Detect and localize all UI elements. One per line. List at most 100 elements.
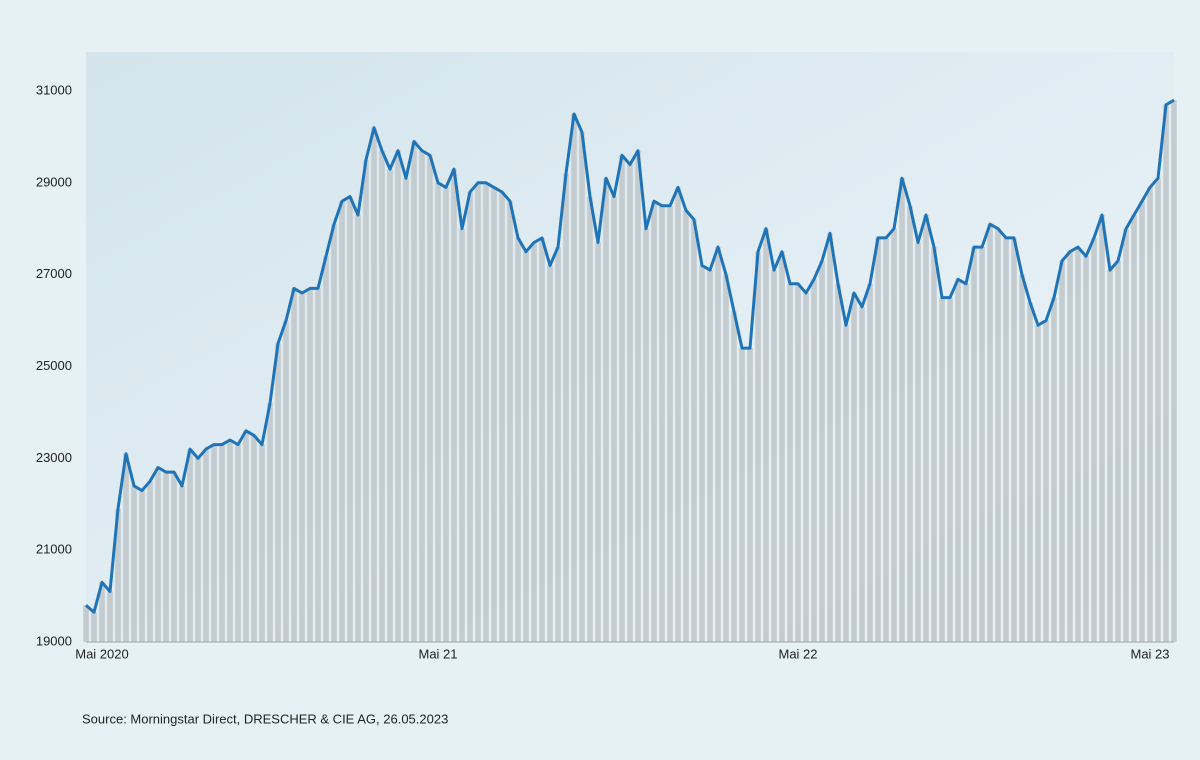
- bar: [347, 196, 353, 642]
- bar: [483, 182, 489, 643]
- x-tick-label: Mai 22: [778, 646, 817, 661]
- bar: [451, 169, 457, 642]
- bar: [179, 485, 185, 642]
- bar: [83, 605, 89, 642]
- bar: [211, 444, 217, 642]
- bar: [283, 320, 289, 642]
- bar: [739, 348, 745, 642]
- bar: [155, 467, 161, 642]
- bar: [659, 205, 665, 642]
- bar: [163, 472, 169, 642]
- bar: [1019, 274, 1025, 642]
- bar: [579, 132, 585, 642]
- bar: [1131, 214, 1137, 642]
- bar: [651, 201, 657, 642]
- bar: [291, 288, 297, 642]
- bar: [1067, 251, 1073, 643]
- bar: [99, 582, 105, 642]
- bar: [331, 224, 337, 643]
- bar: [595, 242, 601, 642]
- bar: [547, 265, 553, 642]
- bar: [835, 283, 841, 642]
- bar: [715, 247, 721, 642]
- bar: [843, 325, 849, 642]
- bar: [587, 196, 593, 642]
- bar: [1139, 201, 1145, 642]
- y-tick-label: 31000: [36, 82, 72, 97]
- bar: [683, 210, 689, 642]
- bar: [339, 201, 345, 642]
- bar: [899, 178, 905, 642]
- y-tick-label: 19000: [36, 633, 72, 648]
- bar: [675, 187, 681, 643]
- bar: [1123, 228, 1129, 642]
- bar: [1059, 260, 1065, 642]
- bar: [107, 591, 113, 642]
- bar: [747, 348, 753, 642]
- bar: [139, 490, 145, 642]
- bar: [307, 288, 313, 642]
- bar: [299, 293, 305, 642]
- bar: [123, 453, 129, 642]
- bar: [979, 247, 985, 642]
- bar: [851, 293, 857, 642]
- bar: [1027, 302, 1033, 642]
- bar: [827, 233, 833, 642]
- bar: [931, 247, 937, 642]
- bar: [971, 247, 977, 642]
- x-tick-label: Mai 2020: [75, 646, 128, 661]
- bar: [731, 311, 737, 642]
- bar: [1091, 237, 1097, 642]
- bar: [1163, 104, 1169, 642]
- bar: [443, 187, 449, 643]
- bar: [1171, 100, 1177, 642]
- bar: [235, 444, 241, 642]
- bar: [643, 228, 649, 642]
- bar: [219, 444, 225, 642]
- bar: [531, 242, 537, 642]
- bar: [955, 279, 961, 642]
- y-tick-label: 27000: [36, 266, 72, 281]
- bar: [867, 283, 873, 642]
- bar: [411, 141, 417, 642]
- bar: [819, 260, 825, 642]
- bar: [467, 192, 473, 642]
- bar: [195, 458, 201, 642]
- bar: [803, 293, 809, 642]
- bar: [115, 508, 121, 642]
- bar: [699, 265, 705, 642]
- bar: [1011, 237, 1017, 642]
- bar: [915, 242, 921, 642]
- x-tick-label: Mai 21: [418, 646, 457, 661]
- bar: [635, 150, 641, 643]
- bar: [611, 196, 617, 642]
- y-tick-label: 23000: [36, 450, 72, 465]
- bar: [963, 283, 969, 642]
- y-tick-label: 25000: [36, 358, 72, 373]
- bar: [187, 449, 193, 642]
- bar: [1147, 187, 1153, 643]
- bar: [395, 150, 401, 643]
- source-note: Source: Morningstar Direct, DRESCHER & C…: [82, 711, 448, 726]
- bar: [459, 228, 465, 642]
- bar: [907, 205, 913, 642]
- bar: [1115, 260, 1121, 642]
- bar: [435, 182, 441, 643]
- bar: [355, 214, 361, 642]
- bar: [171, 472, 177, 642]
- bar: [323, 256, 329, 642]
- bar: [811, 279, 817, 642]
- y-tick-label: 21000: [36, 542, 72, 557]
- bar: [379, 150, 385, 643]
- bar: [795, 283, 801, 642]
- bar: [539, 237, 545, 642]
- bar: [1043, 320, 1049, 642]
- bar: [515, 237, 521, 642]
- bar: [603, 178, 609, 642]
- bar: [987, 224, 993, 643]
- bar: [763, 228, 769, 642]
- bar: [555, 247, 561, 642]
- bar: [923, 214, 929, 642]
- bar: [91, 612, 97, 642]
